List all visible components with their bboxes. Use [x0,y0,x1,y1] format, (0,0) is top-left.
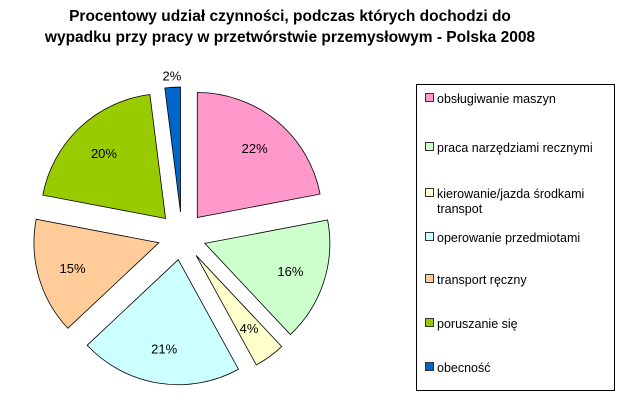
chart-title-line-2: wypadku przy pracy w przetwórstwie przem… [44,29,536,46]
legend-swatch [425,318,434,327]
pie-slice [42,94,167,220]
legend-swatch [425,232,434,241]
legend-swatch [425,142,434,151]
legend-label: kierowanie/jazda środkami transpot [437,187,585,216]
legend: obsługiwanie maszyn praca narzędziami rec… [416,84,615,391]
data-label: 2% [162,68,181,83]
pie-slice [204,219,331,336]
legend-label: transport ręczny [437,273,527,287]
chart-title-line-1: Procentowy udział czynności, podczas któ… [69,8,511,25]
legend-item: operowanie przedmiotami [425,231,610,246]
legend-label: praca narzędziami recznymi [437,141,593,155]
pie-plot: 22% 16% 4% 21% 15% 20% 2% [33,68,331,386]
legend-label: poruszanie się [437,317,518,331]
legend-swatch [425,362,434,371]
data-label: 20% [91,146,117,161]
legend-item: praca narzędziami recznymi [425,141,610,156]
legend-item: obecność [425,361,610,376]
legend-item: transport ręczny [425,273,610,288]
legend-swatch [425,274,434,283]
data-label: 21% [151,342,177,357]
data-label: 15% [60,261,86,276]
legend-swatch [425,188,434,197]
legend-item: obsługiwanie maszyn [425,92,610,107]
pie-slice [164,86,181,213]
legend-label: operowanie przedmiotami [437,231,581,245]
legend-label: obecność [437,361,491,375]
legend-label: obsługiwanie maszyn [437,92,556,106]
data-label: 22% [242,141,268,156]
pie-slice [196,92,321,218]
pie-slice [86,259,240,386]
data-label: 16% [277,264,303,279]
legend-swatch [425,93,434,102]
pie-slice [33,218,160,329]
legend-item: kierowanie/jazda środkami transpot [425,187,610,217]
legend-item: poruszanie się [425,317,610,332]
pie-slice [195,255,283,366]
chart-title: Procentowy udział czynności, podczas któ… [0,6,580,48]
data-label: 4% [240,321,259,336]
